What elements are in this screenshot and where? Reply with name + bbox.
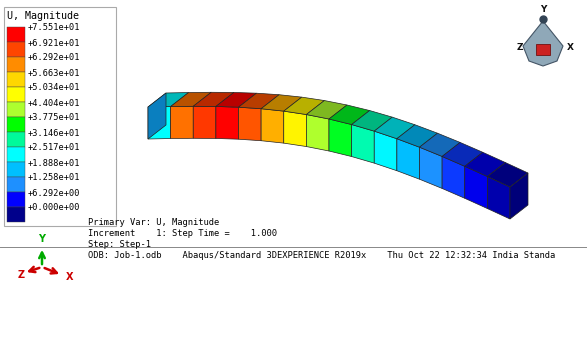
Text: Y: Y: [540, 5, 546, 14]
Text: U, Magnitude: U, Magnitude: [7, 11, 79, 21]
Polygon shape: [261, 109, 284, 143]
Text: Increment    1: Step Time =    1.000: Increment 1: Step Time = 1.000: [88, 229, 277, 238]
Polygon shape: [352, 111, 392, 131]
Bar: [7, 147, 25, 162]
Text: +4.404e+01: +4.404e+01: [28, 99, 80, 107]
Polygon shape: [442, 142, 483, 166]
Polygon shape: [216, 106, 238, 139]
Bar: [7, 177, 25, 192]
Bar: [7, 87, 25, 102]
Polygon shape: [193, 106, 216, 138]
Polygon shape: [171, 106, 193, 139]
Polygon shape: [420, 147, 442, 188]
Polygon shape: [148, 106, 171, 139]
Text: Primary Var: U, Magnitude: Primary Var: U, Magnitude: [88, 218, 220, 227]
Text: +2.517e+01: +2.517e+01: [28, 143, 80, 153]
Bar: [4, 7, 116, 226]
Polygon shape: [465, 166, 487, 208]
Polygon shape: [487, 162, 528, 187]
Polygon shape: [442, 156, 465, 198]
Polygon shape: [238, 93, 279, 109]
Polygon shape: [375, 117, 415, 139]
Polygon shape: [523, 21, 563, 66]
Text: +5.663e+01: +5.663e+01: [28, 68, 80, 78]
Bar: [7, 27, 25, 42]
Text: +6.292e+01: +6.292e+01: [28, 54, 80, 62]
Polygon shape: [306, 101, 347, 119]
Polygon shape: [306, 115, 329, 151]
Text: +6.292e+00: +6.292e+00: [28, 188, 80, 198]
Bar: [7, 102, 25, 117]
Text: +3.775e+01: +3.775e+01: [28, 114, 80, 122]
Polygon shape: [284, 111, 306, 146]
Text: +1.258e+01: +1.258e+01: [28, 174, 80, 182]
Polygon shape: [487, 177, 510, 219]
Polygon shape: [171, 92, 211, 106]
Text: X: X: [66, 272, 73, 282]
Text: +0.000e+00: +0.000e+00: [28, 203, 80, 213]
Bar: [7, 192, 25, 207]
Polygon shape: [510, 173, 528, 219]
Polygon shape: [148, 93, 188, 107]
Bar: [7, 207, 25, 222]
Text: +3.146e+01: +3.146e+01: [28, 128, 80, 138]
Text: Step: Step-1: Step: Step-1: [88, 240, 151, 249]
Text: +1.888e+01: +1.888e+01: [28, 159, 80, 167]
Polygon shape: [420, 133, 460, 156]
Bar: [7, 117, 25, 132]
Polygon shape: [329, 105, 370, 124]
Bar: [7, 72, 25, 87]
Bar: [7, 42, 25, 57]
Text: X: X: [567, 43, 574, 53]
Polygon shape: [238, 107, 261, 141]
Text: ODB: Job-1.odb    Abaqus/Standard 3DEXPERIENCE R2019x    Thu Oct 22 12:32:34 Ind: ODB: Job-1.odb Abaqus/Standard 3DEXPERIE…: [88, 251, 555, 260]
Bar: [7, 162, 25, 177]
Text: Z: Z: [18, 270, 25, 280]
Bar: [7, 57, 25, 72]
Polygon shape: [465, 152, 505, 177]
Text: Z: Z: [517, 43, 524, 53]
Bar: [536, 44, 550, 55]
Polygon shape: [329, 119, 352, 157]
Polygon shape: [397, 139, 420, 179]
Polygon shape: [193, 92, 234, 106]
Polygon shape: [375, 131, 397, 171]
Polygon shape: [284, 97, 325, 115]
Text: +5.034e+01: +5.034e+01: [28, 83, 80, 93]
Polygon shape: [397, 125, 437, 147]
Text: +6.921e+01: +6.921e+01: [28, 39, 80, 47]
Text: Y: Y: [39, 234, 46, 244]
Polygon shape: [352, 124, 375, 163]
Text: +7.551e+01: +7.551e+01: [28, 23, 80, 33]
Polygon shape: [148, 93, 166, 139]
Bar: [7, 132, 25, 147]
Polygon shape: [261, 95, 302, 111]
Polygon shape: [216, 93, 257, 107]
